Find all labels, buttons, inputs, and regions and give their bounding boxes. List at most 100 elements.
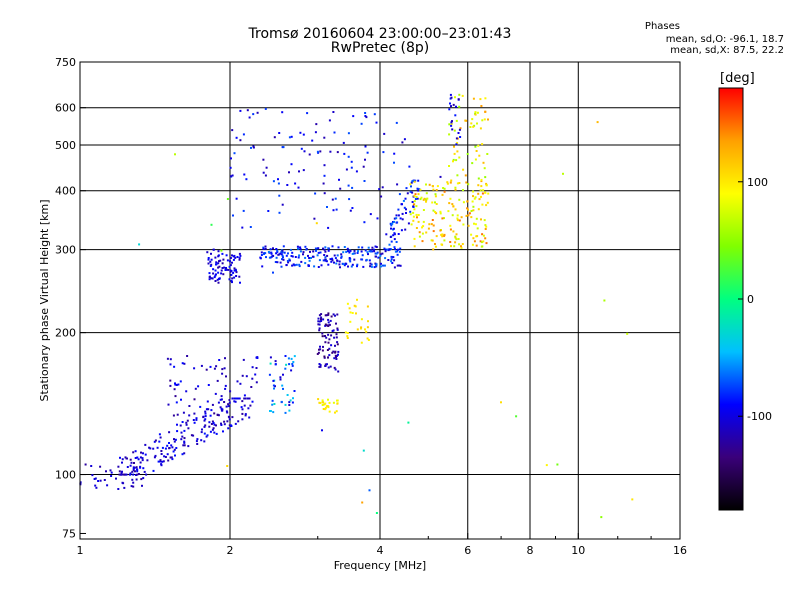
data-point (477, 192, 480, 195)
data-point (153, 456, 156, 459)
data-point (313, 265, 316, 268)
data-point (299, 131, 302, 134)
data-point (238, 397, 241, 400)
data-point (229, 260, 231, 263)
data-point (239, 254, 242, 257)
data-point (360, 326, 363, 329)
data-point (351, 207, 354, 209)
data-point (397, 208, 400, 211)
data-point (203, 425, 206, 428)
data-point (280, 251, 283, 254)
data-point (239, 281, 241, 284)
data-point (217, 281, 220, 284)
data-point (393, 246, 396, 249)
data-point (327, 318, 330, 321)
data-point (146, 459, 149, 462)
data-point (334, 344, 336, 347)
data-point (305, 248, 308, 251)
data-point (390, 240, 393, 243)
data-point (398, 193, 401, 196)
data-point (288, 258, 291, 261)
data-point (383, 264, 386, 267)
data-point (366, 305, 369, 308)
data-point (148, 446, 151, 449)
data-point (229, 270, 232, 273)
data-point (99, 465, 102, 468)
colorbar-tick-label: 0 (747, 293, 754, 306)
data-point (176, 430, 179, 433)
data-point (393, 217, 396, 220)
data-point (241, 408, 244, 411)
data-point (160, 450, 163, 452)
data-point (174, 395, 177, 398)
data-point (304, 245, 307, 248)
y-tick-label: 300 (55, 244, 76, 257)
data-point (439, 175, 442, 178)
data-point (272, 379, 275, 382)
data-point (484, 191, 487, 194)
data-point (244, 397, 246, 400)
data-point (126, 466, 129, 468)
data-point (235, 136, 238, 139)
data-point (216, 414, 219, 416)
data-point (335, 322, 337, 325)
data-point (121, 458, 124, 461)
y-axis: 75 100 200 300 400 500 600 750 (55, 56, 86, 540)
data-point (385, 233, 388, 236)
data-point (214, 269, 217, 272)
data-point (390, 258, 393, 261)
data-point (143, 470, 146, 473)
data-point (389, 222, 392, 225)
data-point (409, 210, 412, 213)
data-point (176, 423, 178, 426)
data-point (421, 226, 423, 229)
data-point (441, 235, 444, 238)
data-point (206, 400, 209, 403)
data-point (218, 359, 221, 361)
data-point (159, 460, 162, 463)
data-point (411, 201, 414, 203)
data-point (225, 267, 227, 269)
data-point (324, 402, 327, 405)
data-point (261, 265, 264, 268)
data-point (336, 341, 339, 344)
data-point (319, 150, 322, 153)
data-point (454, 241, 457, 244)
data-point (399, 247, 402, 250)
data-point (327, 226, 330, 229)
data-point (318, 314, 321, 317)
data-point (215, 261, 218, 264)
stats-o-mode: mean, sd,O: -96.1, 18.7 (665, 34, 784, 45)
data-point (484, 237, 487, 240)
data-point (335, 410, 338, 413)
data-point (346, 335, 349, 338)
data-point (232, 214, 234, 217)
data-point (179, 380, 182, 383)
data-point (349, 249, 352, 252)
data-point (308, 259, 311, 262)
data-point (393, 266, 396, 269)
data-point (282, 245, 285, 248)
data-point (414, 193, 417, 196)
data-point (227, 427, 230, 430)
data-point (329, 150, 332, 153)
data-point (118, 470, 121, 473)
data-point (365, 330, 368, 333)
data-point (284, 411, 287, 414)
data-point (421, 232, 424, 235)
data-point (293, 355, 296, 358)
data-point (367, 339, 370, 341)
data-point (129, 473, 132, 476)
data-point (321, 332, 324, 335)
data-point (133, 462, 135, 464)
data-point (276, 250, 279, 253)
data-point (392, 256, 395, 259)
data-point (459, 127, 462, 130)
data-point (315, 123, 318, 126)
data-point (482, 240, 485, 243)
data-point (419, 188, 422, 191)
data-point (84, 463, 87, 466)
data-point (289, 248, 292, 251)
data-point (181, 421, 184, 423)
data-point (262, 246, 265, 249)
